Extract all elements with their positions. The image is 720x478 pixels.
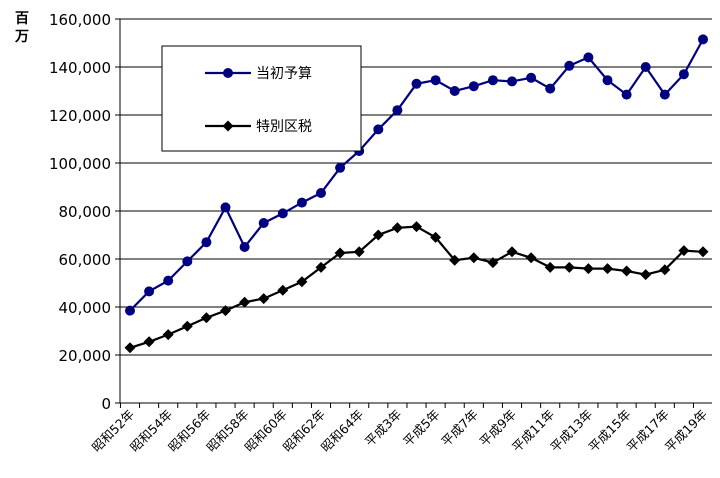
- x-tick-label: 平成19年: [662, 407, 710, 455]
- data-point: [200, 312, 212, 324]
- data-point: [602, 75, 613, 86]
- data-point: [334, 247, 346, 259]
- data-point: [526, 72, 537, 83]
- data-point: [391, 222, 403, 234]
- data-point: [602, 263, 613, 275]
- data-point: [545, 83, 556, 94]
- data-point: [449, 254, 461, 266]
- data-point: [621, 89, 632, 100]
- data-point: [373, 124, 384, 135]
- data-point: [125, 305, 135, 316]
- data-point: [640, 269, 652, 281]
- data-point: [449, 86, 460, 96]
- x-tick-label: 平成5年: [400, 407, 443, 450]
- y-tick-label: 140,000: [49, 59, 111, 77]
- data-point: [181, 320, 193, 332]
- data-point: [525, 252, 537, 264]
- data-point: [583, 52, 594, 63]
- series-1: [125, 34, 708, 316]
- data-point: [468, 81, 479, 92]
- data-point: [353, 246, 365, 258]
- x-tick-label: 平成7年: [438, 407, 481, 450]
- data-point: [564, 60, 575, 71]
- data-point: [143, 336, 155, 348]
- data-point: [506, 246, 518, 258]
- data-point: [296, 197, 307, 208]
- y-tick-label: 20,000: [59, 347, 112, 365]
- y-tick-label: 60,000: [59, 251, 112, 269]
- data-point: [430, 231, 442, 243]
- y-tick-labels: 0 20,000 40,000 60,000 80,000 100,000 120,000 1…: [49, 11, 111, 413]
- data-point: [258, 218, 269, 228]
- data-point: [277, 208, 288, 219]
- series-layer: [124, 34, 709, 354]
- y-tick-label: 100,000: [49, 155, 111, 173]
- legend-label: 特別区税: [256, 119, 312, 135]
- legend-box: [161, 45, 362, 152]
- data-point: [239, 296, 251, 308]
- series-2: [124, 221, 709, 354]
- data-point: [277, 284, 289, 296]
- data-point: [201, 237, 212, 248]
- data-point: [315, 261, 327, 273]
- data-point: [430, 75, 441, 86]
- y-tick-label: 160,000: [49, 11, 111, 29]
- data-point: [507, 76, 517, 87]
- data-point: [182, 256, 193, 267]
- data-point: [316, 188, 326, 198]
- data-point: [563, 261, 575, 273]
- data-point: [544, 261, 556, 273]
- data-point: [144, 286, 155, 297]
- series-line: [129, 225, 704, 349]
- data-point: [487, 75, 498, 86]
- data-point: [162, 329, 174, 341]
- legend-marker: [223, 68, 233, 78]
- y-tick-label: 80,000: [59, 203, 112, 221]
- data-point: [640, 62, 651, 72]
- legend-label: 当初予算: [256, 65, 312, 82]
- data-point: [124, 342, 136, 354]
- legend-marker: [222, 120, 234, 132]
- data-point: [621, 265, 633, 277]
- data-point: [258, 293, 270, 305]
- data-point: [220, 305, 231, 317]
- x-tick-label: 昭和64年: [318, 407, 366, 455]
- y-tick-label: 120,000: [49, 107, 111, 125]
- data-point: [392, 105, 403, 116]
- data-point: [697, 246, 709, 258]
- y-axis-unit-label: 百万: [15, 11, 29, 45]
- data-point: [659, 264, 671, 276]
- data-point: [659, 89, 670, 100]
- data-point: [372, 229, 384, 241]
- data-point: [296, 276, 308, 288]
- data-point: [582, 263, 594, 275]
- data-point: [487, 257, 499, 269]
- data-point: [335, 162, 346, 173]
- data-point: [163, 275, 174, 286]
- x-tick-labels: 昭和52年昭和54年昭和56年昭和58年昭和60年昭和62年昭和64年平成3年平…: [89, 407, 710, 455]
- y-tick-label: 40,000: [59, 299, 112, 317]
- data-point: [220, 202, 231, 213]
- data-point: [411, 78, 422, 89]
- data-point: [678, 245, 690, 257]
- y-tick-label: 0: [101, 395, 111, 413]
- data-point: [698, 34, 708, 45]
- data-point: [678, 69, 689, 80]
- axes: [115, 18, 712, 408]
- data-point: [411, 221, 422, 233]
- data-point: [468, 252, 480, 264]
- data-point: [239, 242, 250, 252]
- x-tick-label: 平成3年: [362, 407, 405, 450]
